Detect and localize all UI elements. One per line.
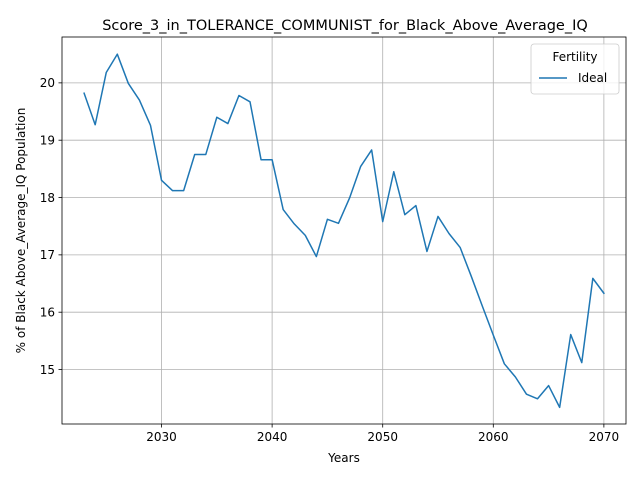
y-tick-label: 20: [40, 76, 55, 90]
axes-frame: [62, 37, 626, 424]
y-axis-label: % of Black Above_Average_IQ Population: [14, 108, 28, 354]
x-tick-label: 2030: [146, 430, 177, 444]
y-tick-label: 19: [40, 134, 55, 148]
grid: [62, 37, 626, 424]
x-tick-label: 2040: [257, 430, 288, 444]
y-tick-label: 17: [40, 248, 55, 262]
series-line-ideal: [84, 54, 604, 407]
y-tick-label: 15: [40, 363, 55, 377]
x-tick-label: 2050: [367, 430, 398, 444]
plot-lines: [84, 54, 604, 407]
chart-title: Score_3_in_TOLERANCE_COMMUNIST_for_Black…: [102, 18, 588, 34]
x-axis-ticks: 2030 2040 2050 2060 2070: [146, 424, 619, 444]
y-tick-label: 18: [40, 191, 55, 205]
y-tick-label: 16: [40, 306, 55, 320]
y-axis-ticks: 15 16 17 18 19 20: [40, 76, 62, 377]
x-tick-label: 2060: [478, 430, 509, 444]
x-tick-label: 2070: [589, 430, 620, 444]
legend: Fertility Ideal: [531, 44, 619, 94]
x-axis-label: Years: [327, 451, 360, 465]
legend-label-ideal: Ideal: [578, 71, 607, 85]
legend-title: Fertility: [552, 50, 597, 64]
